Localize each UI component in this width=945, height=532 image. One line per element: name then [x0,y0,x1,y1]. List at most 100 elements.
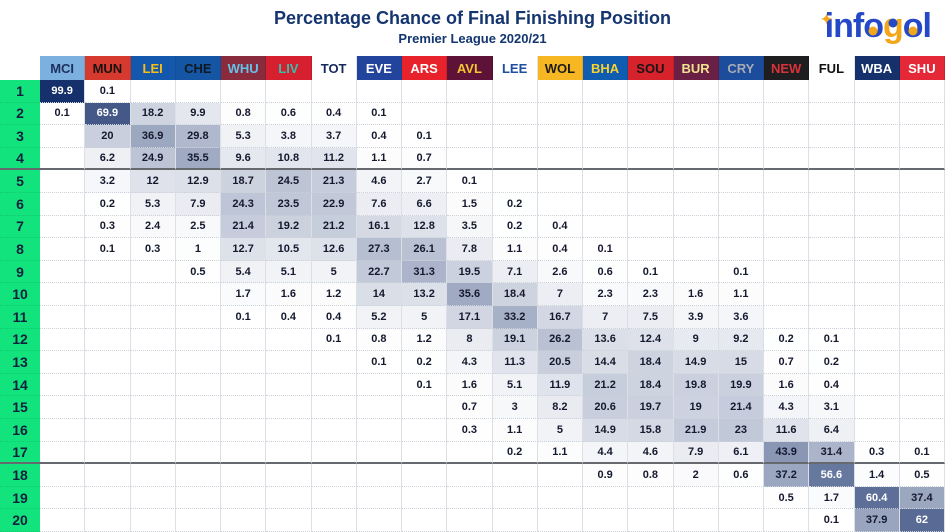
cell-18-mun [85,464,131,487]
cell-15-che [175,396,221,419]
cell-8-bur [673,238,719,261]
cell-19-bur [673,486,719,510]
cell-15-mun [85,396,131,419]
finishing-position-heatmap: MCI MUN LEI CHE WHU LIV TOT EVE ARS AVL LEE WOL BHA S… [0,56,945,532]
cell-15-ars [402,396,448,419]
cell-16-whu [221,419,267,442]
cell-19-shu: 37.4 [899,486,945,510]
cell-11-eve: 5.2 [356,306,402,329]
cell-20-cry [718,509,764,532]
cell-7-wol: 0.4 [537,215,583,239]
cell-5-che: 12.9 [175,170,221,193]
cell-19-whu [221,486,267,510]
cell-19-eve [356,486,402,510]
cell-14-new: 1.6 [764,373,810,397]
position-label-11: 11 [0,306,40,329]
cell-6-eve: 7.6 [356,193,402,216]
cell-14-sou: 18.4 [628,373,674,397]
cell-15-wba [854,396,900,419]
cell-16-lei [130,419,176,442]
cell-6-ars: 6.6 [402,193,448,216]
cell-1-shu [899,80,945,103]
cell-17-ful: 31.4 [809,441,855,465]
cell-3-cry [718,125,764,148]
cell-12-sou: 12.4 [628,328,674,352]
cell-12-mci [40,328,86,352]
cell-19-mun [85,486,131,510]
cell-11-new [764,306,810,329]
cell-13-new: 0.7 [764,351,810,374]
cell-8-wol: 0.4 [537,238,583,261]
cell-11-tot: 0.4 [311,306,357,329]
cell-19-sou [628,486,674,510]
cell-11-whu: 0.1 [221,306,267,329]
cell-2-ars [402,102,448,126]
cell-17-wol: 1.1 [537,441,583,465]
cell-13-wba [854,351,900,374]
cell-9-whu: 5.4 [221,260,267,284]
cell-18-whu [221,464,267,487]
cell-13-whu [221,351,267,374]
cell-19-new: 0.5 [764,486,810,510]
cell-18-eve [356,464,402,487]
cell-9-avl: 19.5 [447,260,493,284]
logo-letter: l [922,7,933,45]
cell-7-lee: 0.2 [492,215,538,239]
cell-17-new: 43.9 [764,441,810,465]
cell-7-ars: 12.8 [402,215,448,239]
cell-17-sou: 4.6 [628,441,674,465]
cell-9-lee: 7.1 [492,260,538,284]
position-label-19: 19 [0,486,40,510]
cell-5-sou [628,170,674,193]
cell-5-mun: 3.2 [85,170,131,193]
cell-2-sou [628,102,674,126]
cell-1-bha [583,80,629,103]
cell-5-shu [899,170,945,193]
cell-14-bur: 19.8 [673,373,719,397]
cell-6-avl: 1.5 [447,193,493,216]
cell-3-eve: 0.4 [356,125,402,148]
cell-15-tot [311,396,357,419]
cell-12-liv [266,328,312,352]
team-header-ful: FUL [809,56,855,80]
cell-7-whu: 21.4 [221,215,267,239]
cell-17-lee: 0.2 [492,441,538,465]
cell-4-eve: 1.1 [356,147,402,171]
cell-4-che: 35.5 [175,147,221,171]
cell-9-ars: 31.3 [402,260,448,284]
cell-17-che [175,441,221,465]
position-label-2: 2 [0,102,40,126]
cell-11-sou: 7.5 [628,306,674,329]
cell-2-liv: 0.6 [266,102,312,126]
cell-12-new: 0.2 [764,328,810,352]
cell-5-lee [492,170,538,193]
cell-16-lee: 1.1 [492,419,538,442]
cell-4-ars: 0.7 [402,147,448,171]
cell-7-sou [628,215,674,239]
cell-13-liv [266,351,312,374]
cell-16-new: 11.6 [764,419,810,442]
cell-11-bha: 7 [583,306,629,329]
cell-17-whu [221,441,267,465]
cell-3-lee [492,125,538,148]
cell-20-ars [402,509,448,532]
cell-10-sou: 2.3 [628,283,674,306]
cell-7-mci [40,215,86,239]
cell-10-lei [130,283,176,306]
cell-1-mun: 0.1 [85,80,131,103]
cell-7-bha [583,215,629,239]
cell-8-lee: 1.1 [492,238,538,261]
cell-9-liv: 5.1 [266,260,312,284]
cell-6-ful [809,193,855,216]
cell-10-che [175,283,221,306]
cell-11-bur: 3.9 [673,306,719,329]
cell-3-sou [628,125,674,148]
team-header-shu: SHU [899,56,945,80]
position-label-16: 16 [0,419,40,442]
cell-17-bha: 4.4 [583,441,629,465]
cell-12-wba [854,328,900,352]
cell-12-eve: 0.8 [356,328,402,352]
cell-13-wol: 20.5 [537,351,583,374]
cell-8-tot: 12.6 [311,238,357,261]
cell-15-new: 4.3 [764,396,810,419]
